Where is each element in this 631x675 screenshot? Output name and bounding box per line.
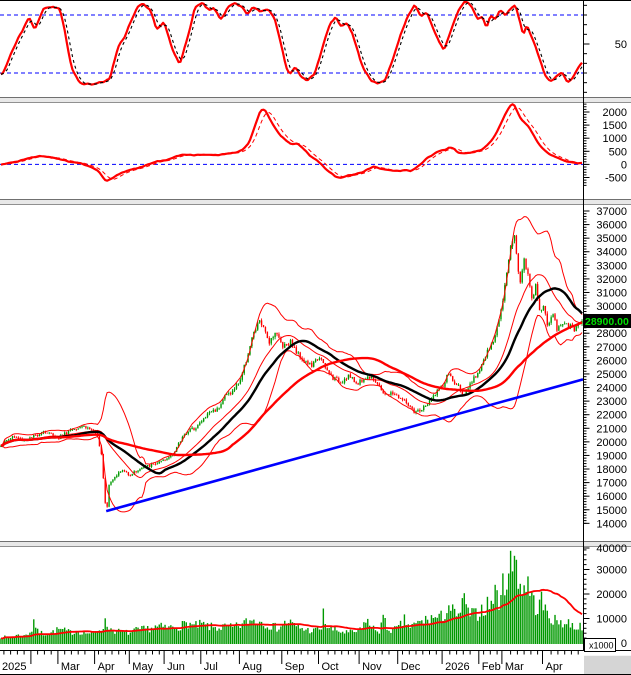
momentum-panel (0, 103, 583, 182)
price-tag-box (584, 314, 631, 328)
month-label: Apr (98, 661, 115, 673)
month-label: Jul (204, 661, 218, 673)
price-tag-value: 28900.00 (585, 316, 629, 328)
axis-tick-label: 0 (621, 638, 627, 650)
month-label: Mar (61, 661, 80, 673)
axis-tick-label: 50 (615, 39, 627, 51)
month-label: Apr (546, 661, 563, 673)
axis-tick-label: 16000 (596, 491, 627, 503)
axis-tick-label: 0 (621, 159, 627, 171)
axis-tick-label: 26000 (596, 355, 627, 367)
panel-separators[interactable] (0, 97, 631, 547)
month-label: Aug (242, 661, 262, 673)
axis-tick-label: 10000 (596, 614, 627, 626)
axis-tick-label: 20000 (596, 589, 627, 601)
month-label: Sep (285, 661, 305, 673)
axis-tick-label: 14000 (596, 518, 627, 530)
axis-tick-label: 40000 (596, 543, 627, 555)
axis-tick-label: 24000 (596, 383, 627, 395)
scrollbar-corner (584, 655, 631, 675)
unit-box-frame (584, 638, 616, 652)
axis-tick-label: 500 (609, 146, 627, 158)
axis-tick-label: 30000 (596, 301, 627, 313)
stochastic-panel (0, 0, 583, 86)
unit-box-label: x1000 (589, 641, 614, 651)
axis-tick-label: 37000 (596, 206, 627, 218)
volume-bars (0, 550, 583, 644)
axis-tick-label: 35000 (596, 233, 627, 245)
axis-tick-label: 1500 (603, 120, 627, 132)
axis-tick-label: 22000 (596, 410, 627, 422)
month-label: 2025 (2, 661, 26, 673)
axis-tick-label: 34000 (596, 247, 627, 259)
volume-unit-box: x1000 (584, 638, 616, 652)
axis-tick-label: 36000 (596, 220, 627, 232)
month-label: May (132, 661, 153, 673)
month-label: Mar (505, 661, 524, 673)
axis-tick-label: 20000 (596, 437, 627, 449)
month-label: 2026 (445, 661, 469, 673)
month-label: Jun (167, 661, 185, 673)
month-label: Dec (401, 661, 421, 673)
axis-tick-label: 23000 (596, 396, 627, 408)
month-label: Feb (482, 661, 501, 673)
axis-tick-label: -500 (605, 173, 627, 185)
x-axis: 2025 Mar Apr May Jun Jul Aug Sep Oct Nov Dec 2026 Fe… (0, 650, 631, 673)
axis-tick-label: 30000 (596, 565, 627, 577)
month-label: Oct (322, 661, 339, 673)
axis-tick-label: 31000 (596, 287, 627, 299)
axis-tick-label: 27000 (596, 342, 627, 354)
axis-tick-label: 15000 (596, 505, 627, 517)
last-price-tag: 28900.00 (584, 314, 631, 328)
axis-tick-label: 19000 (596, 450, 627, 462)
volume-panel (0, 550, 583, 644)
axis-tick-label: 2000 (603, 107, 627, 119)
axis-tick-label: 25000 (596, 369, 627, 381)
candles (0, 234, 583, 508)
axis-tick-label: 1000 (603, 133, 627, 145)
month-label: Nov (362, 661, 382, 673)
axis-tick-label: 33000 (596, 260, 627, 272)
price-panel (0, 216, 584, 513)
trendline (105, 378, 584, 513)
axis-tick-label: 17000 (596, 478, 627, 490)
axis-tick-label: 21000 (596, 423, 627, 435)
axis-tick-label: 18000 (596, 464, 627, 476)
axis-tick-label: 28000 (596, 328, 627, 340)
axis-tick-label: 32000 (596, 274, 627, 286)
right-axis: 502000150010005000-500370003600035000340… (583, 0, 627, 650)
